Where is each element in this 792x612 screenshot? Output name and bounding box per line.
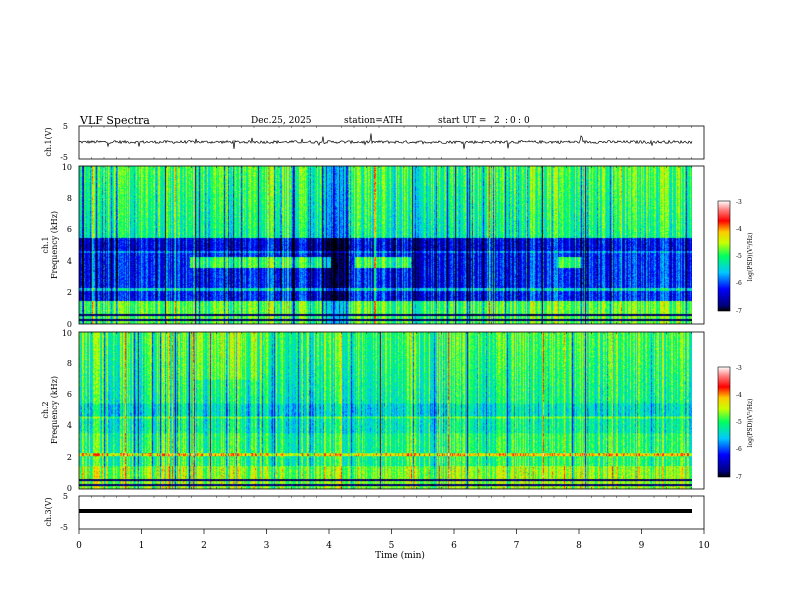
ch3-ytick-bottom: -5 <box>60 523 68 532</box>
spec1-channel-label: ch.1 <box>41 236 50 253</box>
spec1-ytick-10: 10 <box>62 163 72 172</box>
spec2-ytick-4: 4 <box>67 421 72 430</box>
chart-title: VLF Spectra <box>79 114 150 127</box>
cb1-label: log(PSD)(V²/Hz) <box>747 233 754 282</box>
ch1-spectrogram-image <box>79 166 692 324</box>
x-tick-label: 9 <box>639 541 645 551</box>
ch2-spectrogram-panel: 0 2 4 6 8 10 ch.2 Frequency (kHz) <box>41 329 705 493</box>
cb1-tick-m4: -4 <box>736 226 742 233</box>
spec1-ylabel: Frequency (kHz) <box>50 211 59 279</box>
spec2-ytick-10: 10 <box>62 329 72 338</box>
cb1-tick-m3: -3 <box>736 199 742 206</box>
spec1-ytick-4: 4 <box>67 257 72 266</box>
station-label: station=ATH <box>344 116 403 126</box>
time-sep-2: : <box>518 116 521 126</box>
ch1-ytick-top: 5 <box>63 122 68 131</box>
cb1-tick-m5: -5 <box>736 253 742 260</box>
ch1-spectrogram-panel: 0 2 4 6 8 10 ch.1 Frequency (kHz) <box>41 163 705 329</box>
x-axis-label: Time (min) <box>375 550 425 561</box>
cb1-tick-m6: -6 <box>736 280 742 287</box>
x-tick-label: 1 <box>139 541 145 551</box>
date-label: Dec.25, 2025 <box>251 116 312 126</box>
spec1-ytick-8: 8 <box>67 194 72 203</box>
ch3-ytick-top: 5 <box>63 492 68 501</box>
ch1-spec-frame <box>78 165 705 325</box>
spec2-ytick-2: 2 <box>67 453 72 462</box>
ch2-spec-frame <box>78 331 705 490</box>
spec2-ytick-0: 0 <box>67 484 72 493</box>
ch3-waveform-panel: 5 -5 ch.3(V) <box>44 492 705 532</box>
spec2-ytick-8: 8 <box>67 359 72 368</box>
cb2-tick-m6: -6 <box>736 446 742 453</box>
spec1-ytick-0: 0 <box>67 320 72 329</box>
ch2-spectrogram-image <box>79 332 692 489</box>
colorbar-1-gradient <box>717 200 731 312</box>
ch3-ylabel: ch.3(V) <box>44 497 53 526</box>
ch1-frame <box>78 125 705 160</box>
spec2-ylabel: Frequency (kHz) <box>50 376 59 444</box>
ch1-waveform-panel: 5 -5 ch.1(V) <box>44 122 705 162</box>
spec2-ytick-6: 6 <box>67 390 72 399</box>
cb2-tick-m3: -3 <box>736 365 742 372</box>
colorbar-2: -3 -4 -5 -6 -7 log(PSD)(V²/Hz) <box>717 365 754 481</box>
x-axis: 0 1 2 3 4 5 6 7 8 9 10 <box>76 126 710 551</box>
colorbar-2-gradient <box>717 366 731 478</box>
x-tick-label: 0 <box>76 541 82 551</box>
colorbar-1: -3 -4 -5 -6 -7 log(PSD)(V²/Hz) <box>717 199 754 315</box>
x-tick-label: 10 <box>698 541 710 551</box>
start-second: 0 <box>524 116 530 126</box>
ch1-waveform-line <box>79 133 693 150</box>
cb2-tick-m4: -4 <box>736 392 742 399</box>
x-tick-label: 6 <box>451 541 457 551</box>
x-tick-label: 8 <box>576 541 582 551</box>
x-tick-label: 3 <box>264 541 270 551</box>
ch1-ylabel: ch.1(V) <box>44 127 53 156</box>
x-tick-label: 4 <box>326 541 332 551</box>
start-hour: 2 <box>494 116 500 126</box>
x-tick-label: 5 <box>389 541 395 551</box>
cb1-tick-m7: -7 <box>736 308 742 315</box>
start-minute: 0 <box>510 116 516 126</box>
ch1-ytick-bottom: -5 <box>60 153 68 162</box>
x-tick-label: 2 <box>201 541 207 551</box>
cb2-label: log(PSD)(V²/Hz) <box>747 399 754 448</box>
cb2-tick-m5: -5 <box>736 419 742 426</box>
cb2-tick-m7: -7 <box>736 474 742 481</box>
x-tick-label: 7 <box>514 541 520 551</box>
start-ut-label: start UT = <box>438 116 486 126</box>
spec1-ytick-2: 2 <box>67 288 72 297</box>
spec2-channel-label: ch.2 <box>41 401 50 418</box>
spec1-ytick-6: 6 <box>67 225 72 234</box>
time-sep-1: : <box>505 116 508 126</box>
